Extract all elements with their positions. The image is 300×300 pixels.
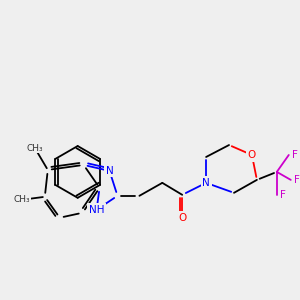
Text: N: N <box>106 166 113 176</box>
Text: F: F <box>294 175 300 185</box>
Text: F: F <box>292 150 298 160</box>
Text: N: N <box>202 178 210 188</box>
Text: CH₃: CH₃ <box>14 195 30 204</box>
Text: O: O <box>178 213 186 223</box>
Text: NH: NH <box>89 205 104 215</box>
Text: O: O <box>248 150 256 160</box>
Text: F: F <box>280 190 286 200</box>
Text: CH₃: CH₃ <box>26 143 43 152</box>
